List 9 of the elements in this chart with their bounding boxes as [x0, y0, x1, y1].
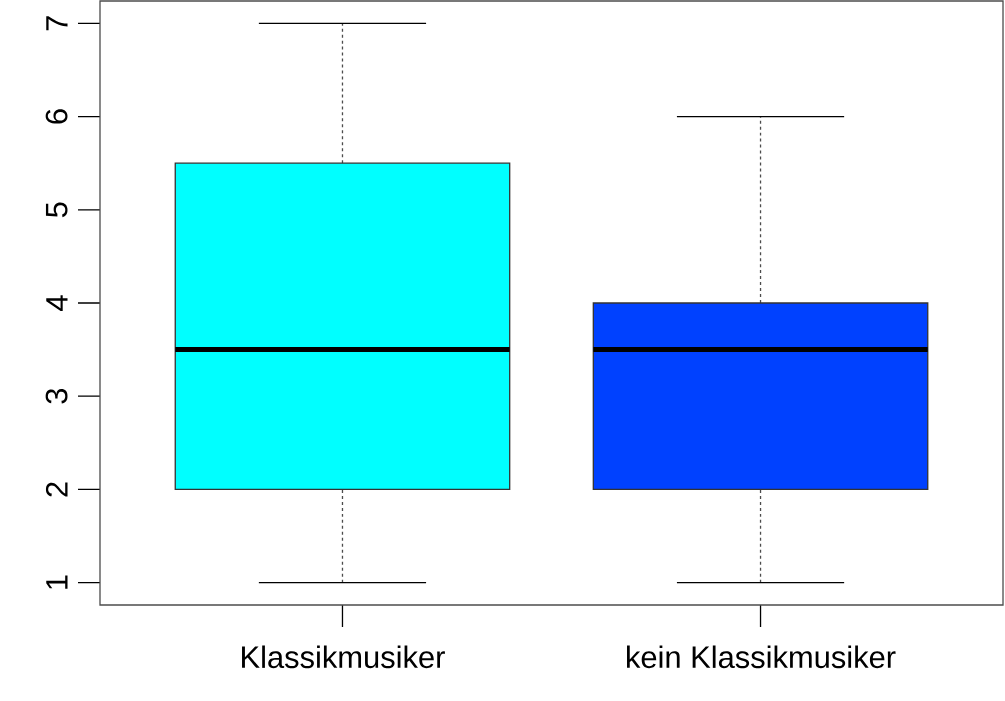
x-tick-label: kein Klassikmusiker	[627, 645, 896, 669]
y-tick-label: 5	[45, 202, 68, 218]
y-tick-label: 7	[46, 16, 68, 31]
y-tick-label: 4	[46, 295, 68, 311]
x-tick-label: Klassikmusiker	[242, 645, 445, 669]
y-tick-label: 6	[45, 109, 68, 124]
y-tick-label: 3	[45, 388, 68, 404]
y-tick-label: 1	[46, 575, 68, 589]
y-tick-label: 2	[45, 482, 68, 497]
